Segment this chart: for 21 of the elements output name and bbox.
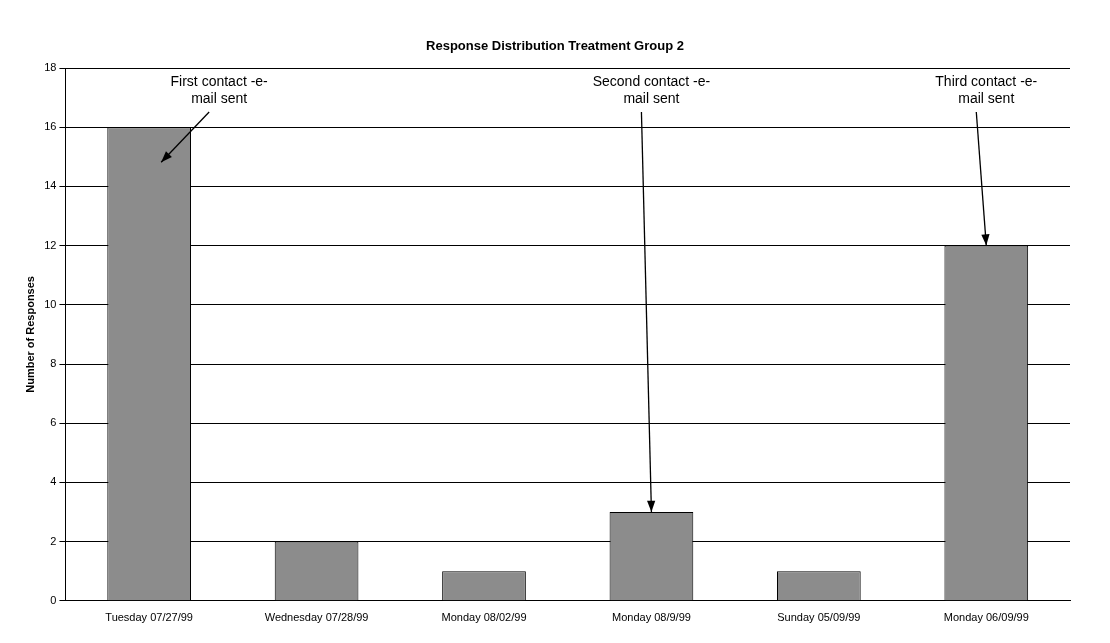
x-tick-label: Monday 08/9/99: [611, 611, 691, 624]
x-tick-label: Monday 06/09/99: [943, 611, 1029, 624]
annotation: Second contact -e- mail sent: [592, 73, 711, 106]
y-tick-label: 0: [50, 593, 57, 606]
y-tick-label: 18: [44, 61, 57, 74]
y-tick-label: 12: [44, 238, 57, 251]
y-tick-label: 10: [44, 297, 57, 310]
chart-title: Response Distribution Treatment Group 2: [425, 38, 685, 55]
x-tick-label: Wednesday 07/28/99: [264, 611, 369, 624]
x-tick-label: Sunday 05/09/99: [777, 611, 861, 624]
x-tick-label: Tuesday 07/27/99: [105, 611, 193, 624]
y-tick-label: 16: [44, 120, 57, 133]
y-tick-label: 8: [50, 357, 57, 370]
y-tick-label: 2: [50, 534, 57, 547]
y-tick-label: 4: [50, 475, 57, 488]
y-axis-title: Number of Responses: [23, 276, 36, 393]
annotation: Third contact -e- mail sent: [935, 73, 1038, 106]
y-tick-label: 6: [50, 416, 57, 429]
annotation: First contact -e- mail sent: [170, 73, 269, 106]
x-tick-label: Monday 08/02/99: [441, 611, 527, 624]
y-tick-label: 14: [44, 179, 57, 192]
